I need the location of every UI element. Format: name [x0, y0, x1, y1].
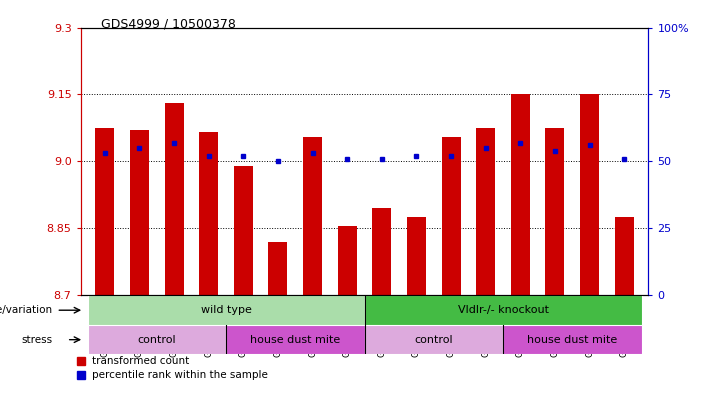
Bar: [165, 103, 184, 296]
Bar: [88, 325, 226, 354]
Bar: [88, 296, 365, 325]
Bar: [503, 325, 641, 354]
Bar: [234, 166, 253, 296]
Bar: [199, 132, 218, 296]
Bar: [511, 94, 530, 296]
Bar: [545, 128, 564, 296]
Text: Vldlr-/- knockout: Vldlr-/- knockout: [458, 305, 548, 315]
Bar: [130, 130, 149, 296]
Bar: [615, 217, 634, 296]
Bar: [476, 128, 495, 296]
Text: house dust mite: house dust mite: [250, 335, 341, 345]
Bar: [365, 296, 641, 325]
Bar: [95, 128, 114, 296]
Text: house dust mite: house dust mite: [527, 335, 618, 345]
Text: stress: stress: [22, 335, 53, 345]
Bar: [372, 208, 391, 296]
Bar: [303, 137, 322, 296]
Text: percentile rank within the sample: percentile rank within the sample: [92, 369, 268, 380]
Text: genotype/variation: genotype/variation: [0, 305, 53, 315]
Text: control: control: [414, 335, 453, 345]
Bar: [580, 94, 599, 296]
Bar: [226, 325, 365, 354]
Bar: [365, 325, 503, 354]
Bar: [268, 242, 287, 296]
Text: control: control: [137, 335, 176, 345]
Text: GDS4999 / 10500378: GDS4999 / 10500378: [101, 18, 236, 31]
Text: transformed count: transformed count: [92, 356, 189, 366]
Bar: [407, 217, 426, 296]
Bar: [442, 137, 461, 296]
Bar: [338, 226, 357, 296]
Text: wild type: wild type: [200, 305, 252, 315]
